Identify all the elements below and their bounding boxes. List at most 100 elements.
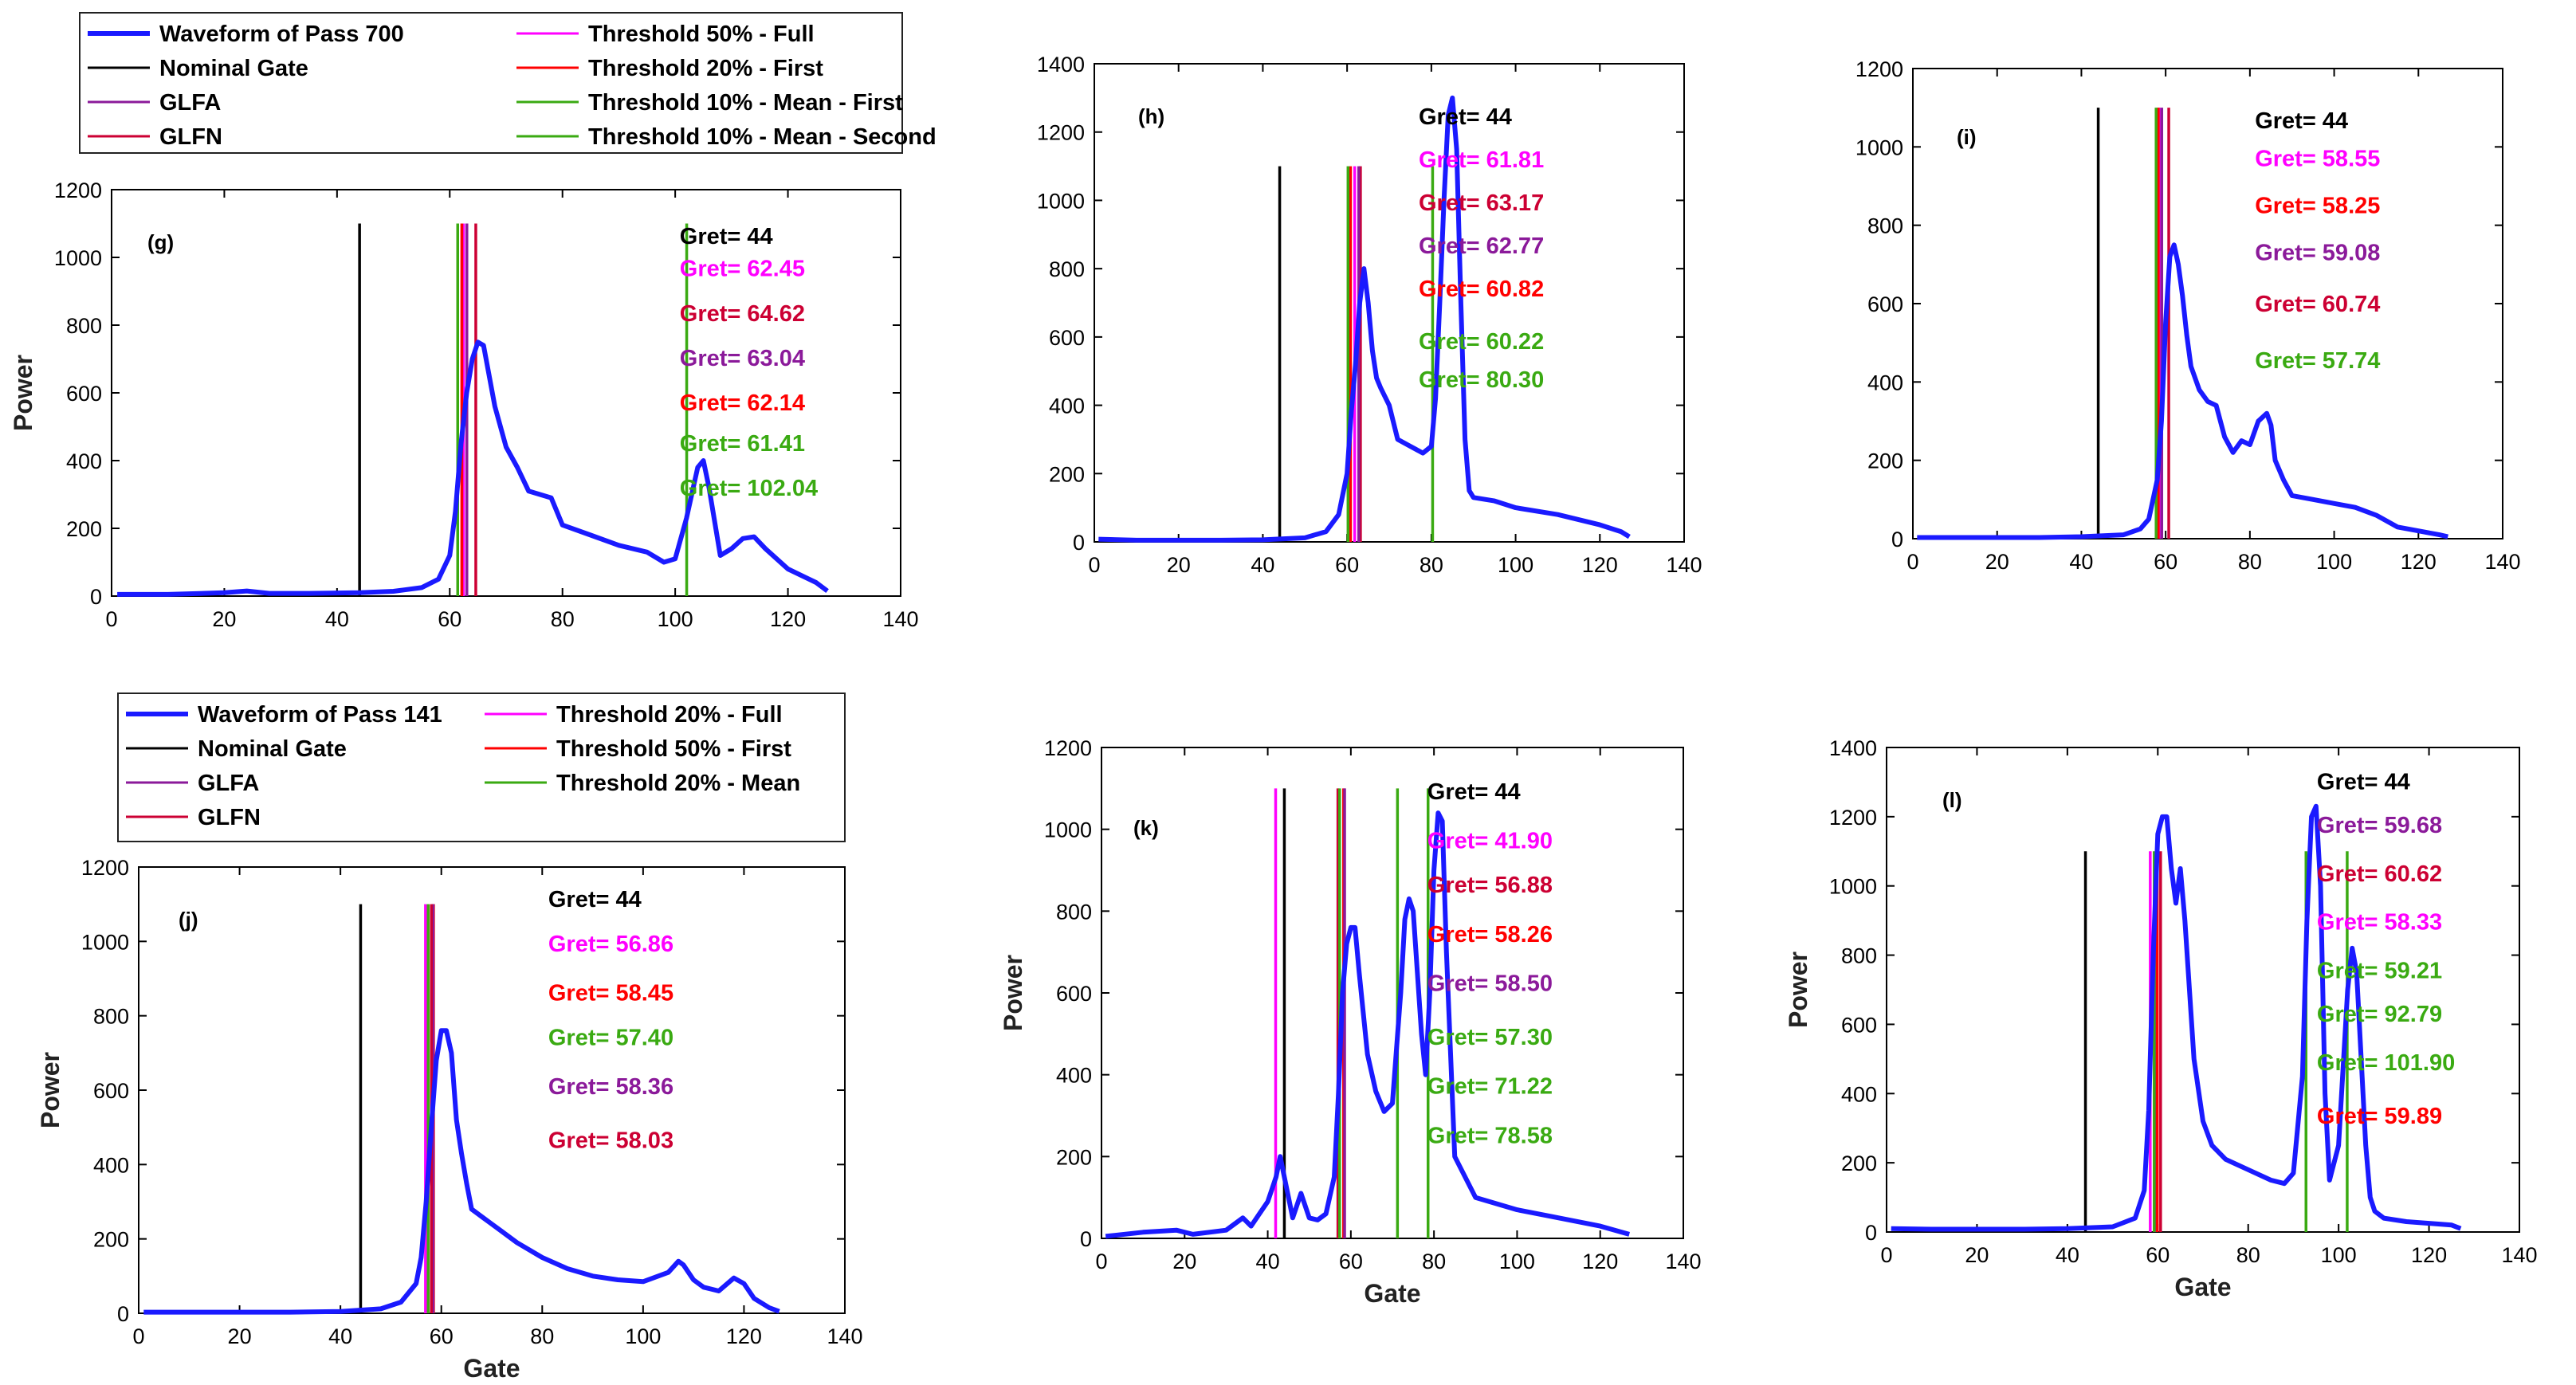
y-tick-label: 1200 [81, 856, 129, 880]
y-tick-label: 600 [66, 382, 102, 406]
y-tick-label: 400 [1049, 394, 1085, 418]
chart-l: 0 20 40 60 80 100 120 1400200400600800100012001… [1784, 736, 2538, 1301]
y-tick-label: 0 [1080, 1227, 1092, 1251]
panel-label: (l) [1942, 788, 1962, 812]
gret-annotation: Gret= 60.22 [1419, 329, 1544, 355]
y-axis-label: Power [9, 355, 37, 431]
panel-label: (i) [1957, 125, 1977, 149]
chart-i: 0 20 40 60 80 100 120 140 0 200 400 600 800 1000 1200 (… [1855, 57, 2521, 574]
x-tick-label: 120 [726, 1324, 762, 1348]
panel-label: (k) [1133, 816, 1159, 840]
legend-label: Threshold 20% - Full [556, 702, 783, 728]
x-tick-label: 120 [2411, 1243, 2447, 1267]
y-tick-label: 800 [1841, 944, 1877, 968]
legend-label: Waveform of Pass 141 [198, 702, 442, 728]
x-tick-label: 0 [132, 1324, 144, 1348]
waveform-line [1098, 95, 1631, 543]
x-tick-label: 20 [212, 607, 236, 631]
legend-label: GLFN [198, 805, 261, 830]
gret-annotation: Gret= 58.26 [1427, 922, 1553, 948]
y-tick-label: 600 [1049, 326, 1085, 350]
legend-box [79, 12, 903, 154]
x-tick-label: 100 [1498, 553, 1533, 577]
plot-area [138, 866, 846, 1314]
legend-pass141: Waveform of Pass 141 Nominal Gate GLFA GLFN… [117, 692, 846, 842]
x-tick-label: 80 [1422, 1250, 1446, 1273]
waveform-line [1891, 803, 2462, 1232]
gret-annotation: Gret= 71.22 [1427, 1074, 1553, 1100]
x-tick-label: 100 [625, 1324, 661, 1348]
plot-area [1886, 747, 2520, 1233]
chart-j: 0 20 40 60 80 100 120 140 0 200 400 600 800 1000 1200 P… [36, 856, 863, 1383]
x-tick-label: 60 [438, 607, 461, 631]
x-tick-label: 20 [1167, 553, 1191, 577]
gret-annotation: Gret= 56.86 [548, 932, 673, 957]
legend-label: Waveform of Pass 700 [159, 22, 404, 47]
gret-annotation: Gret= 58.50 [1427, 971, 1553, 996]
gret-annotation: Gret= 44 [1427, 779, 1521, 805]
legend-label: Nominal Gate [198, 736, 347, 762]
legend-label: GLFA [159, 90, 221, 116]
gret-annotation: Gret= 58.33 [2317, 910, 2442, 936]
legend-label: Threshold 50% - Full [588, 22, 815, 47]
x-tick-label: 0 [105, 607, 117, 631]
x-tick-label: 80 [551, 607, 575, 631]
y-tick-label: 400 [66, 449, 102, 473]
y-tick-label: 1200 [1044, 736, 1092, 760]
plot-area [1101, 747, 1684, 1239]
panel-label: (g) [147, 230, 174, 254]
x-tick-label: 80 [2236, 1243, 2260, 1267]
x-tick-label: 140 [2484, 550, 2520, 574]
gret-annotation: Gret= 59.08 [2255, 240, 2380, 265]
plot-area [1094, 63, 1685, 543]
x-tick-label: 80 [1420, 553, 1443, 577]
y-tick-label: 800 [1056, 900, 1092, 924]
gret-annotation: Gret= 78.58 [1427, 1123, 1553, 1148]
panel-label: (h) [1138, 104, 1164, 128]
waveform-line [1917, 242, 2448, 540]
gret-annotation: Gret= 61.41 [680, 431, 805, 457]
x-tick-label: 120 [770, 607, 806, 631]
gret-annotation: Gret= 44 [2255, 108, 2348, 134]
gret-annotation: Gret= 62.77 [1419, 233, 1544, 259]
x-tick-label: 60 [1335, 553, 1359, 577]
y-tick-label: 200 [66, 517, 102, 541]
x-tick-label: 40 [2069, 550, 2093, 574]
y-tick-label: 1000 [1037, 189, 1085, 213]
y-tick-label: 1000 [1044, 818, 1092, 842]
x-tick-label: 80 [2238, 550, 2262, 574]
y-tick-label: 1000 [1855, 135, 1903, 159]
gret-annotation: Gret= 59.89 [2317, 1104, 2442, 1129]
y-tick-label: 0 [1073, 531, 1085, 555]
gret-annotation: Gret= 92.79 [2317, 1002, 2442, 1027]
gret-annotation: Gret= 44 [680, 224, 773, 249]
y-tick-label: 1200 [1037, 121, 1085, 145]
y-tick-label: 1400 [1037, 53, 1085, 77]
y-tick-label: 400 [93, 1153, 129, 1177]
y-tick-label: 400 [1056, 1064, 1092, 1088]
gret-annotation: Gret= 44 [548, 887, 642, 912]
waveform-line [117, 339, 829, 597]
legend-label: Threshold 10% - Mean - Second [588, 124, 937, 150]
x-tick-label: 40 [325, 607, 349, 631]
x-tick-label: 100 [2321, 1243, 2357, 1267]
y-tick-label: 600 [1841, 1013, 1877, 1037]
gret-annotation: Gret= 59.21 [2317, 959, 2442, 984]
x-tick-label: 20 [228, 1324, 252, 1348]
y-axis-label: Power [1784, 951, 1812, 1028]
gret-annotation: Gret= 58.36 [548, 1074, 673, 1100]
x-tick-label: 40 [1251, 553, 1274, 577]
gret-annotation: Gret= 58.55 [2255, 146, 2380, 171]
x-tick-label: 120 [2401, 550, 2437, 574]
gret-annotation: Gret= 102.04 [680, 476, 818, 501]
x-tick-label: 120 [1582, 553, 1618, 577]
y-tick-label: 200 [1056, 1145, 1092, 1169]
y-tick-label: 1000 [81, 930, 129, 954]
y-tick-label: 200 [1867, 449, 1903, 473]
waveform-line [143, 1028, 780, 1315]
gret-annotation: Gret= 58.03 [548, 1128, 673, 1153]
y-tick-label: 0 [1891, 528, 1903, 551]
x-tick-label: 140 [1666, 553, 1702, 577]
panel-label: (j) [179, 908, 198, 932]
